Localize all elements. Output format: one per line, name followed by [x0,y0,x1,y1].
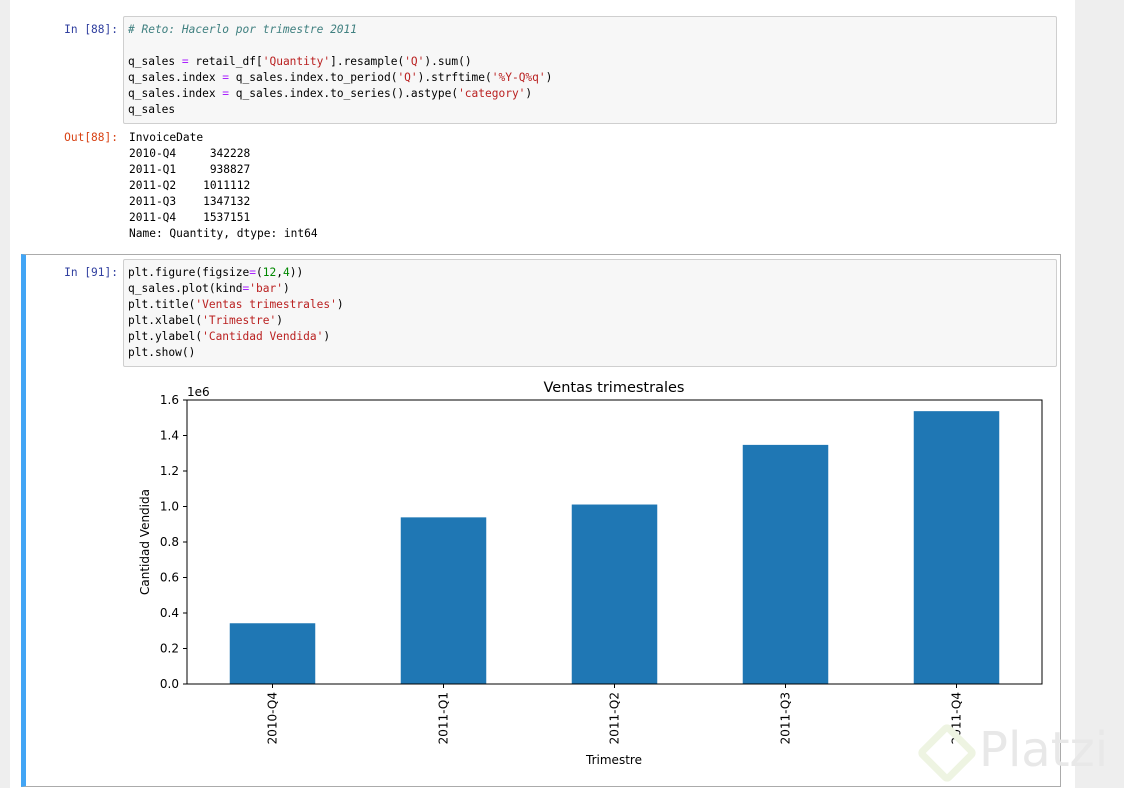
y-offset-label: 1e6 [187,385,210,399]
plot-frame [186,399,1043,685]
code-line: plt.xlabel('Trimestre') [128,313,1052,329]
cell-88-out-prompt: Out[88]: [64,131,118,144]
code-token: )) [289,266,304,279]
code-token: 'Q' [397,71,418,84]
bar-2011-Q1 [400,517,487,684]
code-token: '%Y-Q%q' [491,71,546,84]
x-tick-label: 2011-Q3 [779,692,793,744]
code-token: plt.title( [128,298,196,311]
code-token: 4 [282,266,290,279]
y-tick-label: 1.2 [160,464,179,478]
code-token: 'Q' [404,55,425,68]
code-token: ).strftime( [417,71,492,84]
code-token: q_sales [128,103,176,116]
y-tick-label: 1.6 [160,393,179,407]
code-token: 'Cantidad Vendida' [202,330,324,343]
code-line: # Reto: Hacerlo por trimestre 2011 [128,22,1052,38]
y-tick-label: 1.0 [160,500,179,514]
code-token: ) [336,298,344,311]
bar-2011-Q4 [913,411,1000,684]
code-token: q_sales.index.to_series().astype( [229,87,459,100]
y-tick-label: 0.0 [160,677,179,691]
code-token: ) [525,87,533,100]
platzi-logo-icon [915,721,979,785]
y-axis-label: Cantidad Vendida [138,489,152,595]
code-line: q_sales.plot(kind='bar') [128,281,1052,297]
code-token: q_sales.plot(kind [128,282,243,295]
selected-cell-91[interactable] [21,254,1061,787]
chart-title: Ventas trimestrales [544,380,685,396]
code-line: plt.show() [128,345,1052,361]
code-line: q_sales = retail_df['Quantity'].resample… [128,54,1052,70]
x-tick-label: 2011-Q1 [437,692,451,744]
code-line: q_sales [128,102,1052,118]
code-token: = [222,71,230,84]
code-line: plt.figure(figsize=(12,4)) [128,265,1052,281]
code-token: ) [282,282,290,295]
y-tick-label: 0.6 [160,571,179,585]
code-token: q_sales.index [128,71,223,84]
code-token: 'Quantity' [262,55,331,68]
y-tick-label: 0.4 [160,606,179,620]
code-token: plt.figure(figsize [128,266,250,279]
code-token: ].resample( [330,55,405,68]
y-tick-label: 0.2 [160,642,179,656]
platzi-watermark: Platzi [915,721,1109,785]
cell-91-code-input[interactable]: plt.figure(figsize=(12,4)) q_sales.plot(k… [123,259,1057,367]
code-line: q_sales.index = q_sales.index.to_period(… [128,70,1052,86]
bar-2011-Q2 [571,504,658,684]
code-token: # Reto: Hacerlo por trimestre 2011 [128,23,358,36]
code-token: q_sales.index [128,87,223,100]
code-token: ).sum() [424,55,472,68]
code-token: 'Trimestre' [202,314,277,327]
code-line: q_sales.index = q_sales.index.to_series(… [128,86,1052,102]
code-token: ) [545,71,553,84]
code-token: q_sales.index.to_period( [229,71,398,84]
code-token: , [276,266,283,279]
x-tick-label: 2011-Q2 [608,692,622,744]
code-line: plt.ylabel('Cantidad Vendida') [128,329,1052,345]
cell-88-prompt: In [88]: [64,23,118,36]
code-token: = [242,282,250,295]
code-token: q_sales [128,55,182,68]
code-line: plt.title('Ventas trimestrales') [128,297,1052,313]
code-token: plt.show() [128,346,196,359]
cell-88-output: InvoiceDate 2010-Q4 342228 2011-Q1 93882… [129,131,318,240]
watermark-text: Platzi [979,722,1109,778]
code-token: 'Ventas trimestrales' [195,298,337,311]
code-token: ) [323,330,331,343]
code-token: plt.xlabel( [128,314,203,327]
code-token: 'bar' [249,282,283,295]
cell-88-code-input[interactable]: # Reto: Hacerlo por trimestre 2011 q_sale… [123,16,1057,124]
code-token: 'category' [458,87,526,100]
x-tick-label: 2010-Q4 [266,692,280,744]
y-tick-label: 0.8 [160,535,179,549]
y-tick-label: 1.4 [160,429,179,443]
code-token: plt.ylabel( [128,330,203,343]
code-token: 12 [262,266,277,279]
x-tick-label: 2011-Q4 [950,692,964,744]
code-token: = [249,266,256,279]
code-token: ( [256,266,263,279]
cell-91-prompt: In [91]: [64,266,118,279]
code-token: ) [276,314,283,327]
x-axis-label: Trimestre [585,753,642,767]
bar-2010-Q4 [229,623,316,684]
code-token: = [181,55,189,68]
bar-2011-Q3 [742,444,829,684]
code-token: = [222,87,230,100]
code-token: retail_df[ [188,55,263,68]
